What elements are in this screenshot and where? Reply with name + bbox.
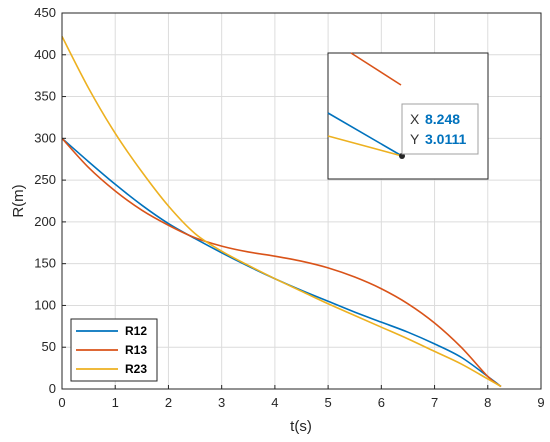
y-tick-labels: 0 50 100 150 200 250 300 350 400 450: [34, 5, 66, 396]
datatip[interactable]: X 8.248 Y 3.0111: [401, 103, 479, 155]
x-tick-label: 7: [431, 395, 438, 410]
x-tick-label: 4: [271, 395, 278, 410]
y-tick-label: 300: [34, 130, 56, 145]
legend: R12 R13 R23: [70, 318, 158, 382]
x-tick-label: 2: [165, 395, 172, 410]
x-tick-label: 3: [218, 395, 225, 410]
datatip-x-value: 8.248: [425, 111, 460, 127]
datatip-x-key: X: [410, 111, 420, 127]
x-tick-label: 9: [537, 395, 544, 410]
x-tick-labels: 0 1 2 3 4 5 6 7 8 9: [58, 385, 545, 410]
y-tick-label: 150: [34, 256, 56, 271]
y-tick-label: 400: [34, 47, 56, 62]
y-tick-label: 0: [49, 381, 56, 396]
y-tick-label: 450: [34, 5, 56, 20]
zoom-inset: X 8.248 Y 3.0111: [327, 52, 489, 180]
x-tick-label: 8: [484, 395, 491, 410]
y-tick-label: 100: [34, 297, 56, 312]
inset-r23-segment: [327, 135, 403, 157]
x-tick-label: 0: [58, 395, 65, 410]
legend-label-r12: R12: [125, 324, 147, 338]
series-line-r13: [61, 137, 502, 388]
x-tick-label: 5: [324, 395, 331, 410]
y-axis-label: R(m): [10, 184, 27, 217]
y-tick-label: 350: [34, 89, 56, 104]
inset-r12-segment: [327, 112, 403, 157]
datatip-box: [401, 103, 479, 155]
y-tick-label: 250: [34, 172, 56, 187]
inset-r13-segment: [350, 52, 402, 86]
datatip-y-key: Y: [410, 131, 420, 147]
x-tick-label: 6: [378, 395, 385, 410]
series-line-r23: [61, 36, 502, 388]
y-tick-label: 200: [34, 214, 56, 229]
x-axis-label: t(s): [290, 418, 312, 435]
series-lines: [61, 36, 502, 388]
x-tick-label: 1: [112, 395, 119, 410]
legend-label-r23: R23: [125, 362, 147, 376]
plot-area-frame: [61, 12, 542, 390]
legend-label-r13: R13: [125, 343, 147, 357]
datatip-y-value: 3.0111: [425, 131, 466, 147]
y-tick-label: 50: [42, 339, 56, 354]
